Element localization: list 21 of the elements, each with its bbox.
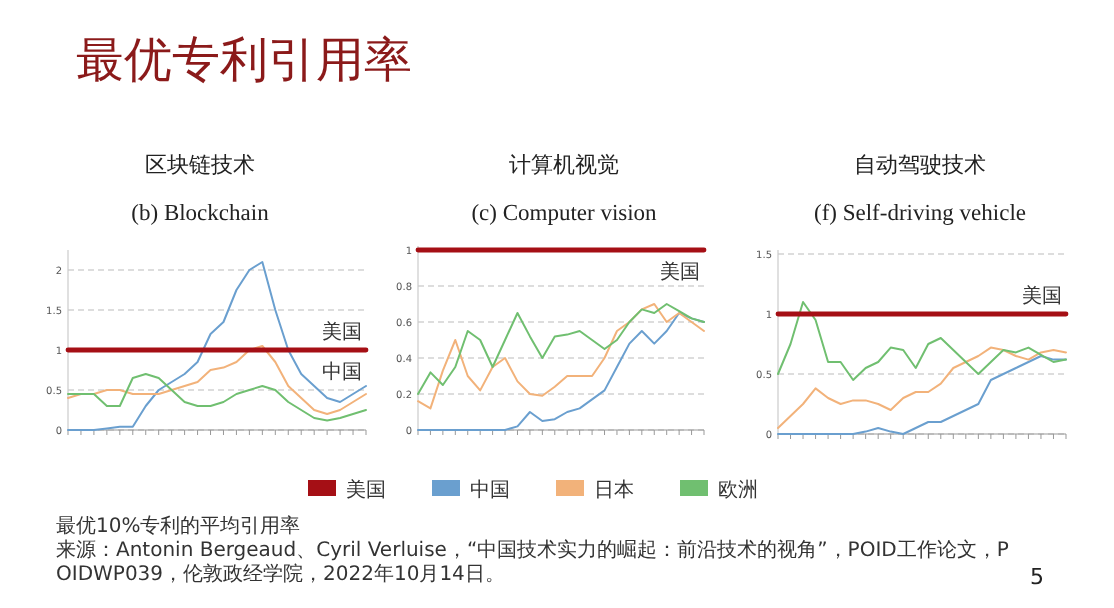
chart-subtitle: (c) Computer vision [471, 202, 658, 226]
chart-title: 计算机视觉 [509, 152, 619, 178]
source-note: 来源：Antonin Bergeaud、Cyril Verluise，“中国技术实力的崛起：前沿技术的视角”，POID工作论文，POIDWP039，伦敦政经学院，2022年10月14日。 [56, 538, 1009, 586]
text: 5 [1030, 564, 1044, 590]
text: 最优10%专利的平均引用率 [56, 514, 301, 538]
chart-subtitle: (f) Self-driving vehicle [813, 202, 1027, 226]
line-series [777, 301, 1067, 381]
chart-title: 自动驾驶技术 [854, 152, 986, 178]
chart-subtitle: (b) Blockchain [131, 202, 270, 226]
annotation: 美国 [322, 320, 362, 344]
line-series [67, 345, 367, 415]
chart-title: 区块链技术 [145, 152, 255, 178]
text: 最优专利引用率 [76, 32, 412, 88]
annotation: 美国 [1022, 284, 1062, 308]
legend-label: 日本 [594, 478, 634, 502]
line-series [67, 261, 367, 431]
legend-label: 欧洲 [718, 478, 758, 502]
annotation: 中国 [322, 360, 362, 384]
legend-label: 中国 [470, 478, 510, 502]
annotation: 美国 [660, 260, 700, 284]
legend-label: 美国 [346, 478, 386, 502]
